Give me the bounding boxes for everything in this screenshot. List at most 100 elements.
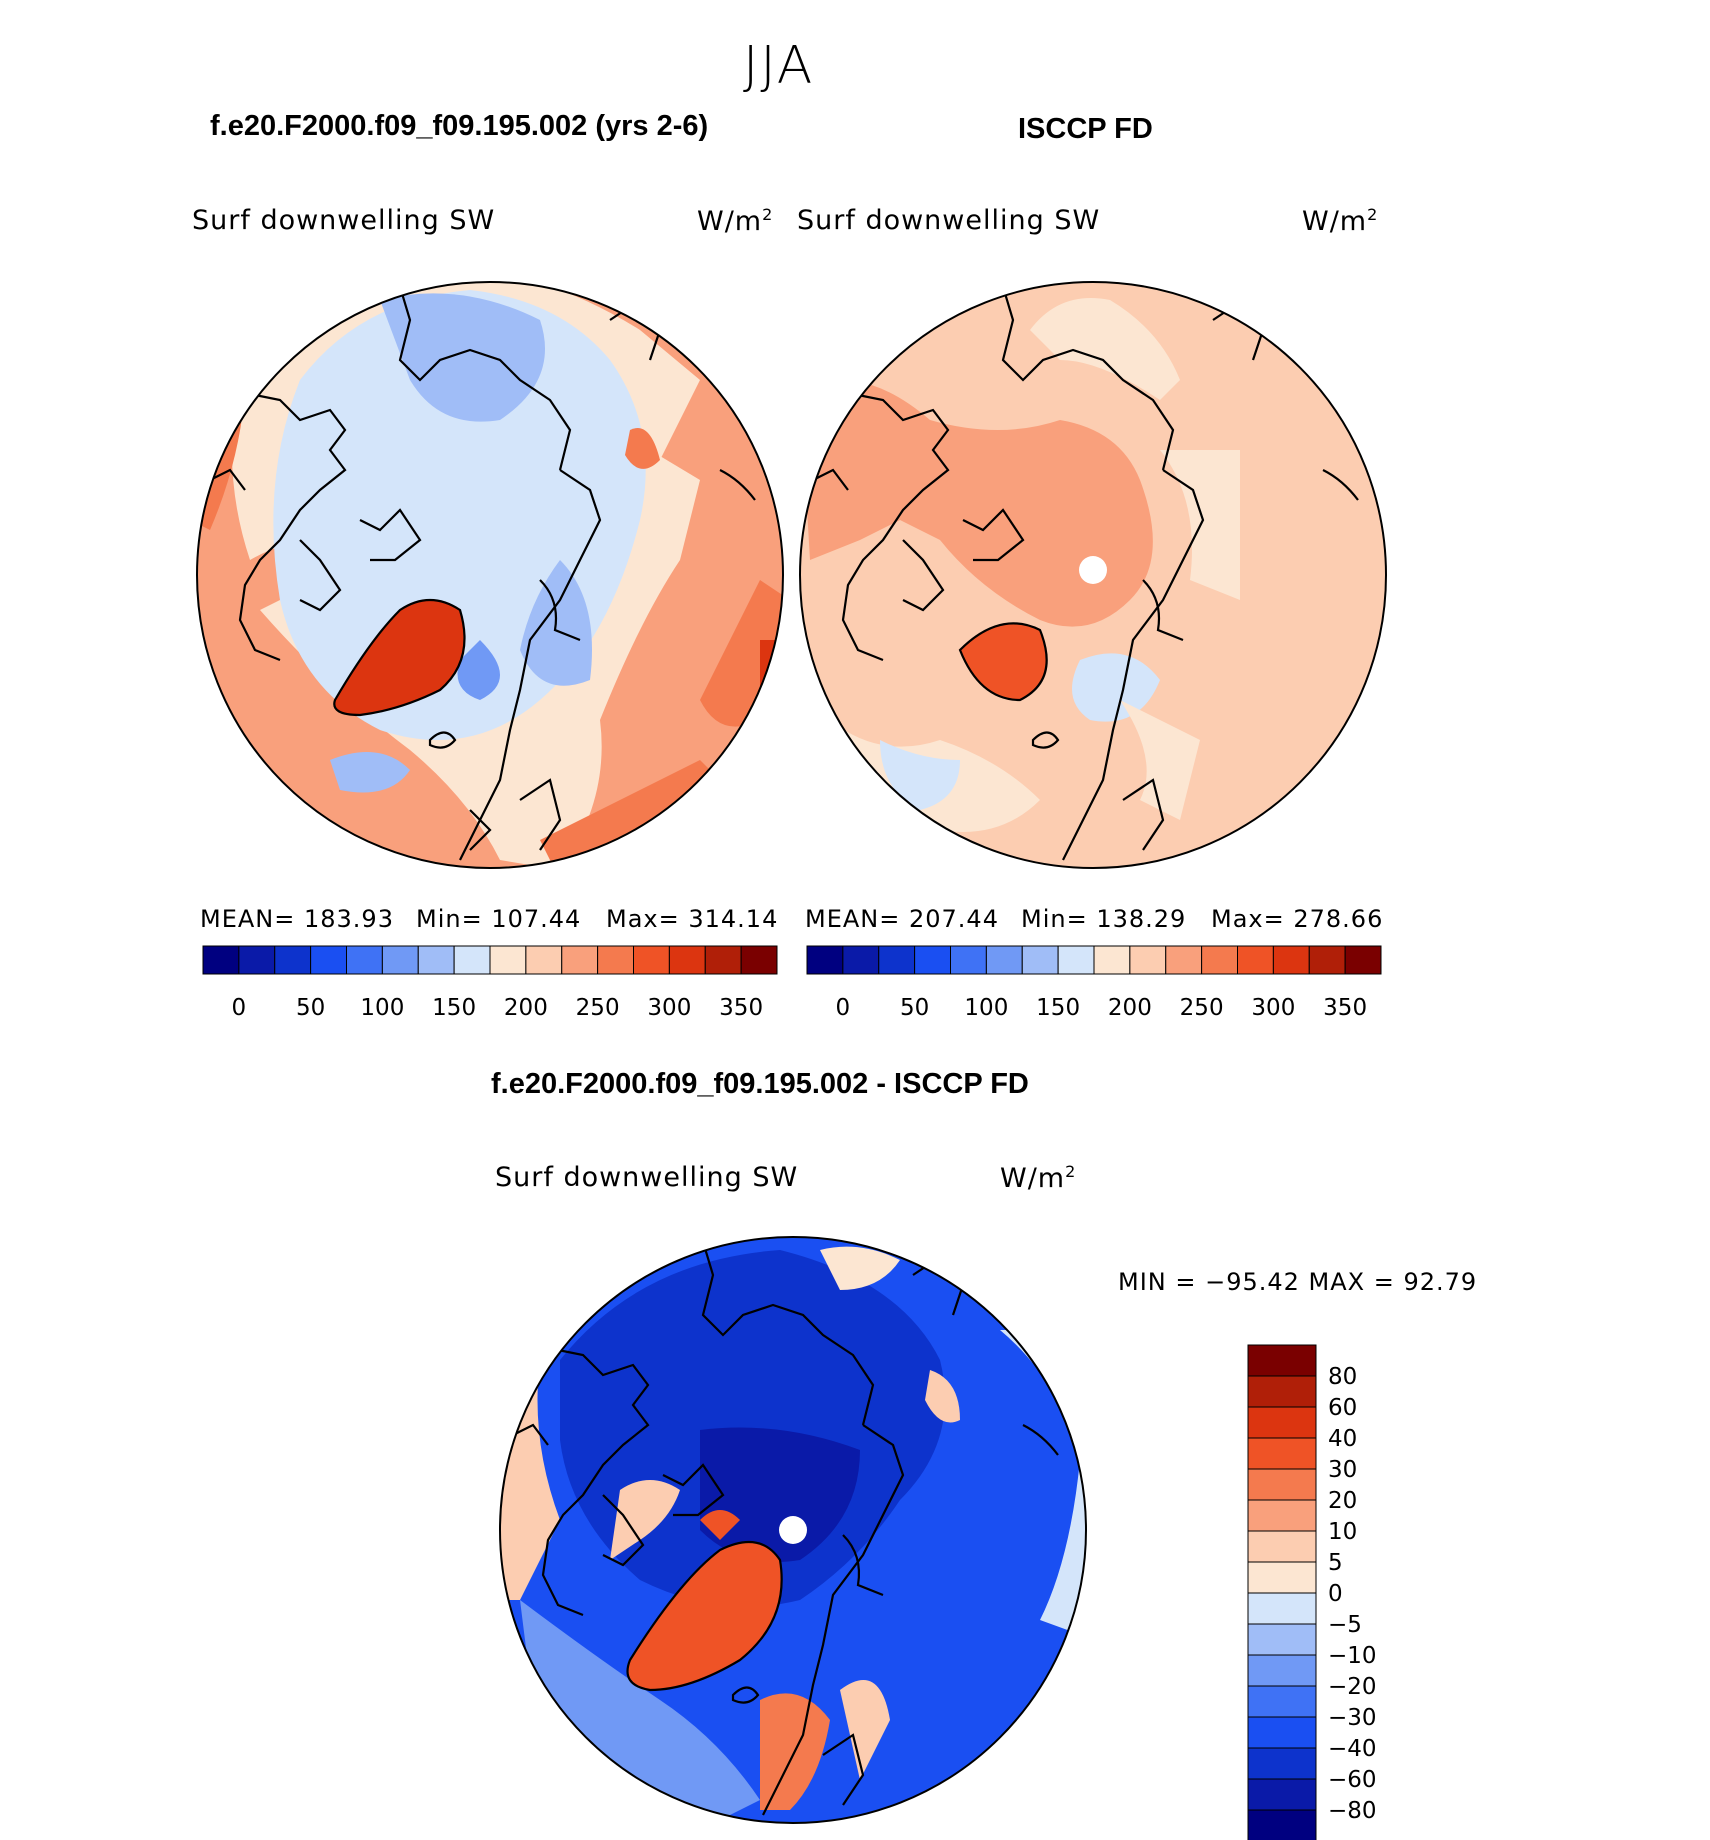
model-colorbar-box: [633, 945, 670, 975]
model-colorbar-tick-label: 50: [296, 995, 325, 1021]
obs-colorbar-box: [1344, 945, 1382, 975]
obs-field-pale-blue-a: [1072, 653, 1160, 722]
obs-field-pale-blue-b: [880, 740, 960, 810]
obs-colorbar-box: [1057, 945, 1095, 975]
model-colorbar-box: [453, 945, 491, 975]
model-colorbar-tick-label: 150: [432, 995, 476, 1021]
model-field-greenland: [334, 600, 465, 715]
model-map: [197, 282, 783, 868]
obs-variable-label: Surf downwelling SW: [797, 205, 1101, 236]
model-field-red-east: [625, 428, 660, 469]
obs-field-light-d: [1120, 700, 1200, 820]
model-colorbar: 0 50 100 150 200 250 300 350: [202, 945, 778, 1021]
obs-field-light-a: [1030, 298, 1180, 400]
obs-title: ISCCP FD: [1018, 113, 1153, 145]
obs-colorbar-box: [842, 945, 880, 975]
model-colorbar-box: [597, 945, 634, 975]
obs-units: W/m: [1302, 206, 1368, 237]
diff-units-label: W/m2: [1000, 1162, 1076, 1194]
diff-colorbar-box: [1247, 1592, 1317, 1625]
diff-colorbar-box: [1247, 1778, 1317, 1811]
diff-units-sup: 2: [1065, 1162, 1077, 1181]
model-colorbar-box: [525, 945, 563, 975]
diff-colorbar-box: [1247, 1623, 1317, 1656]
model-coastlines: [209, 282, 756, 861]
obs-colorbar-box: [1165, 945, 1203, 975]
diff-variable-label: Surf downwelling SW: [495, 1162, 799, 1193]
obs-colorbar-box: [1093, 945, 1131, 975]
diff-colorbar-tick-label: −80: [1328, 1798, 1377, 1824]
obs-colorbar-tick-label: 350: [1323, 995, 1367, 1021]
model-colorbar-tick-label: 300: [647, 995, 691, 1021]
model-colorbar-box: [740, 945, 778, 975]
diff-title: f.e20.F2000.f09_f09.195.002 - ISCCP FD: [491, 1068, 1029, 1100]
diff-field-light-east: [925, 1370, 960, 1423]
obs-colorbar-box: [1129, 945, 1167, 975]
obs-map: [800, 282, 1386, 868]
model-colorbar-box: [346, 945, 383, 975]
diff-map-border: [499, 1236, 1087, 1824]
obs-colorbar-box: [1237, 945, 1274, 975]
model-colorbar-tick-label: 100: [360, 995, 404, 1021]
obs-colorbar-box: [914, 945, 951, 975]
model-colorbar-tick-label: 350: [719, 995, 763, 1021]
obs-field-orange-center: [800, 380, 1153, 627]
obs-colorbar-tick-label: 50: [900, 995, 929, 1021]
diff-colorbar-box: [1247, 1747, 1317, 1780]
diff-colorbar-tick-label: −30: [1328, 1705, 1377, 1731]
diff-colorbar-box: [1247, 1530, 1317, 1563]
obs-colorbar-tick-label: 0: [836, 995, 851, 1021]
obs-colorbar-box: [878, 945, 916, 975]
model-field-darkred-edge: [760, 640, 783, 760]
obs-colorbar-tick-label: 100: [964, 995, 1008, 1021]
obs-units-label: W/m2: [1302, 205, 1378, 237]
model-colorbar-box: [310, 945, 347, 975]
diff-colorbar-box: [1247, 1499, 1317, 1532]
model-colorbar-box: [238, 945, 276, 975]
diff-field-red-islands: [700, 1510, 740, 1540]
model-field-blue-c: [457, 640, 500, 700]
model-colorbar-box: [202, 945, 240, 975]
obs-colorbar-box: [985, 945, 1023, 975]
diff-coastlines: [512, 1237, 1059, 1816]
model-map-border: [196, 281, 784, 869]
diff-colorbar-box: [1247, 1344, 1317, 1377]
obs-min-stat: Min= 138.29: [1021, 905, 1187, 933]
model-variable-label: Surf downwelling SW: [192, 205, 496, 236]
diff-units: W/m: [1000, 1163, 1066, 1194]
model-field-blue-a: [380, 293, 545, 422]
diff-colorbar: 80 60 40 30 20 10 5 0 −5 −10 −20 −30 −40 −60 −80: [1247, 1344, 1377, 1840]
model-field-blue-d: [330, 752, 410, 793]
diff-colorbar-box: [1247, 1716, 1317, 1749]
obs-map-border: [799, 281, 1387, 869]
obs-colorbar-box: [950, 945, 987, 975]
model-colorbar-box: [668, 945, 706, 975]
diff-colorbar-box: [1247, 1685, 1317, 1718]
model-title: f.e20.F2000.f09_f09.195.002 (yrs 2-6): [210, 110, 709, 142]
diff-colorbar-tick-label: 5: [1328, 1550, 1343, 1576]
model-units: W/m: [697, 206, 763, 237]
obs-colorbar-tick-label: 250: [1180, 995, 1224, 1021]
obs-colorbar-tick-label: 300: [1251, 995, 1295, 1021]
model-colorbar-box: [489, 945, 527, 975]
diff-colorbar-tick-label: −5: [1328, 1612, 1362, 1638]
diff-colorbar-box: [1247, 1468, 1317, 1501]
diff-colorbar-tick-label: 60: [1328, 1395, 1357, 1421]
model-colorbar-tick-label: 200: [504, 995, 548, 1021]
obs-mean-stat: MEAN= 207.44: [805, 905, 999, 933]
diff-colorbar-tick-label: 30: [1328, 1457, 1357, 1483]
obs-coastlines: [812, 282, 1359, 861]
diff-field-greenland: [627, 1542, 782, 1690]
model-mean-stat: MEAN= 183.93: [200, 905, 394, 933]
obs-units-sup: 2: [1367, 205, 1379, 224]
diff-colorbar-tick-label: −10: [1328, 1643, 1377, 1669]
obs-field-greenland: [960, 623, 1047, 700]
obs-colorbar-tick-label: 200: [1108, 995, 1152, 1021]
diff-field-blue-darker: [700, 1427, 860, 1562]
diff-colorbar-box: [1247, 1654, 1317, 1687]
diff-colorbar-box: [1247, 1406, 1317, 1439]
diff-minmax-stat: MIN = −95.42 MAX = 92.79: [1118, 1268, 1478, 1296]
obs-max-stat: Max= 278.66: [1211, 905, 1384, 933]
model-colorbar-box: [274, 945, 312, 975]
